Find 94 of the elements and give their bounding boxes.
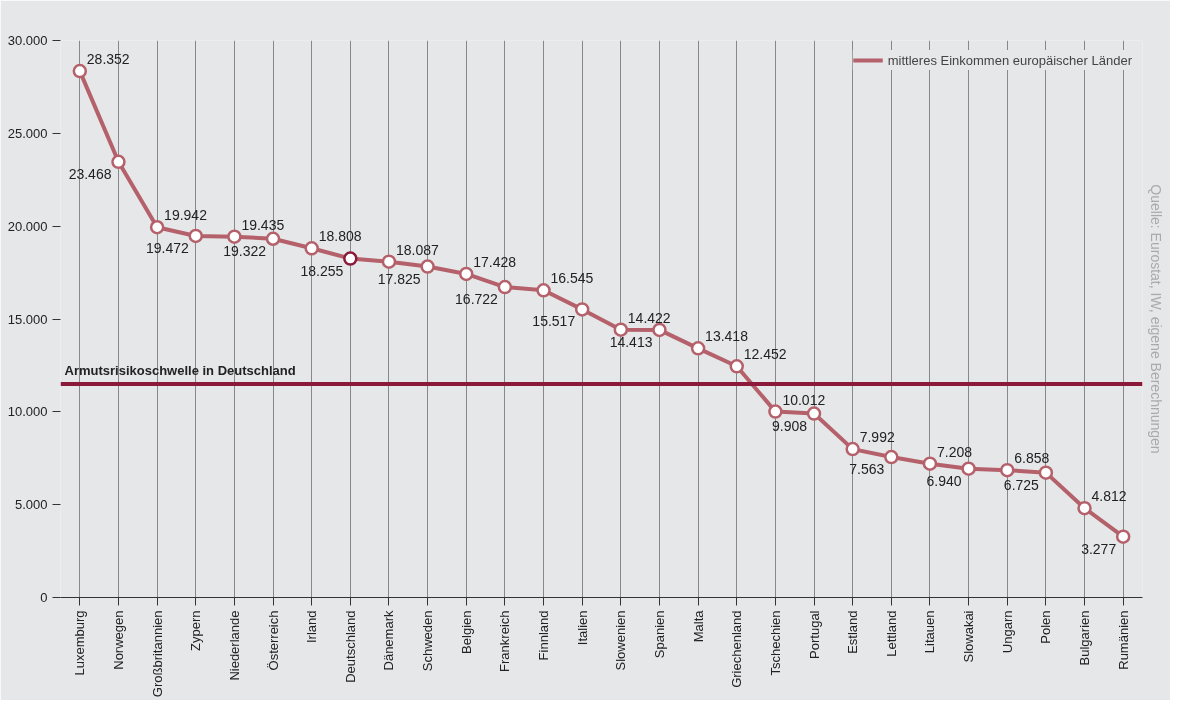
- point: [343, 251, 358, 266]
- x-tick-label: Norwegen: [110, 610, 126, 670]
- data-label: 12.452: [743, 346, 787, 363]
- point: [690, 341, 706, 356]
- data-label: 23.468: [68, 165, 112, 182]
- ref-line-label: Armutsrisikoschwelle in Deutschland: [64, 362, 296, 378]
- x-tick-label: Finnland: [536, 610, 552, 661]
- data-label: 14.422: [627, 309, 671, 326]
- data-label: 9.908: [772, 417, 808, 434]
- x-tick-label: Schweden: [420, 610, 436, 672]
- point: [381, 254, 397, 269]
- x-tick-label: Slowakai: [961, 610, 977, 663]
- data-label: 6.858: [1014, 450, 1050, 467]
- legend-label: mittleres Einkommen europäischer Länder: [887, 52, 1132, 68]
- data-label: 10.012: [782, 391, 826, 408]
- x-tick-label: Slowenien: [613, 610, 629, 671]
- x-tick-label: Spanien: [651, 610, 667, 659]
- point: [227, 229, 242, 244]
- x-tick-label: Polen: [1038, 610, 1054, 644]
- data-label: 19.435: [241, 216, 285, 233]
- data-label: 7.208: [936, 443, 973, 460]
- data-label: 14.413: [609, 333, 653, 350]
- x-tick-label: Estland: [845, 610, 861, 654]
- point: [188, 228, 203, 244]
- point: [1115, 529, 1131, 544]
- data-label: 28.352: [86, 51, 130, 68]
- data-label: 17.825: [377, 270, 421, 287]
- x-tick-label: Ungarn: [999, 610, 1015, 654]
- point: [72, 63, 88, 79]
- point: [806, 406, 822, 421]
- point: [420, 259, 435, 274]
- data-label: 6.725: [1003, 476, 1040, 493]
- x-tick-label: Bulgarien: [1077, 610, 1093, 666]
- x-tick-label: Tschechien: [767, 610, 783, 676]
- x-tick-label: Niederlande: [226, 610, 242, 681]
- data-label: 7.563: [849, 461, 885, 478]
- data-label: 16.545: [550, 270, 594, 287]
- point: [961, 461, 976, 476]
- x-tick-label: Deutschland: [342, 610, 358, 683]
- point: [1000, 462, 1015, 478]
- x-tick-label: Belgien: [458, 610, 474, 654]
- point: [304, 241, 319, 256]
- data-label: 19.472: [145, 239, 189, 256]
- x-tick-label: Lettland: [883, 610, 899, 657]
- data-label: 19.322: [223, 242, 267, 259]
- source-note: Quelle: Eurostat, IW, eigene Berechnungen: [1147, 184, 1164, 454]
- point: [652, 322, 667, 338]
- point: [497, 279, 513, 295]
- x-tick-label: Griechenland: [729, 610, 745, 688]
- x-tick-label: Portugal: [806, 610, 822, 659]
- y-tick-label: 30.000: [7, 33, 48, 48]
- point: [1077, 500, 1092, 516]
- y-tick-label: 5.000: [14, 497, 48, 513]
- x-tick-label: Irland: [304, 610, 320, 644]
- y-tick-label: 0: [40, 590, 48, 605]
- point: [265, 231, 281, 246]
- point: [884, 449, 899, 465]
- data-label: 4.812: [1091, 488, 1127, 505]
- x-tick-label: Großbritannien: [149, 610, 165, 698]
- data-label: 17.428: [473, 253, 517, 270]
- y-tick-label: 25.000: [7, 125, 48, 141]
- x-tick-label: Zypern: [188, 610, 204, 651]
- x-tick-label: Österreich: [265, 610, 281, 671]
- point: [536, 283, 551, 298]
- x-tick-label: Frankreich: [497, 610, 513, 672]
- point: [729, 359, 744, 374]
- data-label: 18.808: [318, 228, 362, 245]
- point: [574, 302, 590, 317]
- x-tick-label: Litauen: [922, 610, 938, 654]
- x-tick-label: Rumänien: [1115, 610, 1131, 670]
- point: [922, 456, 938, 471]
- data-label: 7.992: [859, 429, 895, 446]
- point: [459, 266, 474, 282]
- data-label: 19.942: [164, 207, 208, 224]
- data-label: 3.277: [1081, 540, 1117, 557]
- data-label: 18.087: [395, 241, 439, 258]
- x-tick-label: Luxemburg: [72, 610, 88, 676]
- x-tick-label: Malta: [690, 609, 706, 643]
- data-label: 16.722: [455, 291, 499, 308]
- point: [768, 404, 783, 419]
- y-tick-label: 15.000: [7, 311, 48, 327]
- point: [613, 322, 629, 337]
- y-tick-label: 20.000: [7, 218, 48, 234]
- x-tick-label: Dänemark: [381, 610, 397, 671]
- data-label: 13.418: [705, 328, 749, 345]
- data-label: 15.517: [532, 313, 576, 330]
- point: [149, 220, 165, 235]
- point: [111, 154, 126, 170]
- point: [845, 441, 860, 457]
- point: [1038, 465, 1054, 480]
- x-tick-label: Italien: [574, 610, 590, 646]
- data-label: 6.940: [926, 472, 962, 489]
- y-tick-label: 10.000: [7, 404, 48, 420]
- data-label: 18.255: [300, 262, 344, 279]
